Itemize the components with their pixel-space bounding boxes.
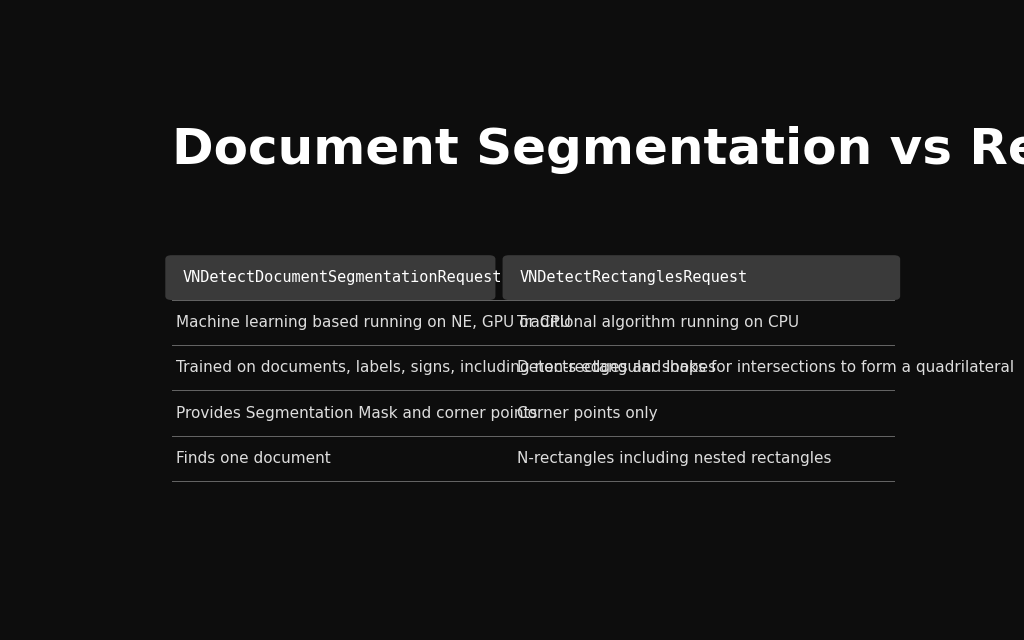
Text: N-rectangles including nested rectangles: N-rectangles including nested rectangles: [517, 451, 831, 466]
Text: Trained on documents, labels, signs, including non-rectangular shapes: Trained on documents, labels, signs, inc…: [176, 360, 716, 375]
Text: VNDetectDocumentSegmentationRequest: VNDetectDocumentSegmentationRequest: [182, 270, 502, 285]
FancyBboxPatch shape: [165, 255, 496, 300]
Text: VNDetectRectanglesRequest: VNDetectRectanglesRequest: [520, 270, 749, 285]
Text: Machine learning based running on NE, GPU or CPU: Machine learning based running on NE, GP…: [176, 315, 570, 330]
Text: Traditional algorithm running on CPU: Traditional algorithm running on CPU: [517, 315, 799, 330]
Text: Detects edges and looks for intersections to form a quadrilateral: Detects edges and looks for intersection…: [517, 360, 1014, 375]
Text: Finds one document: Finds one document: [176, 451, 331, 466]
FancyBboxPatch shape: [503, 255, 900, 300]
Text: Document Segmentation vs Rectangle Detector: Document Segmentation vs Rectangle Detec…: [172, 126, 1024, 174]
Text: Provides Segmentation Mask and corner points: Provides Segmentation Mask and corner po…: [176, 406, 538, 420]
Text: Corner points only: Corner points only: [517, 406, 657, 420]
